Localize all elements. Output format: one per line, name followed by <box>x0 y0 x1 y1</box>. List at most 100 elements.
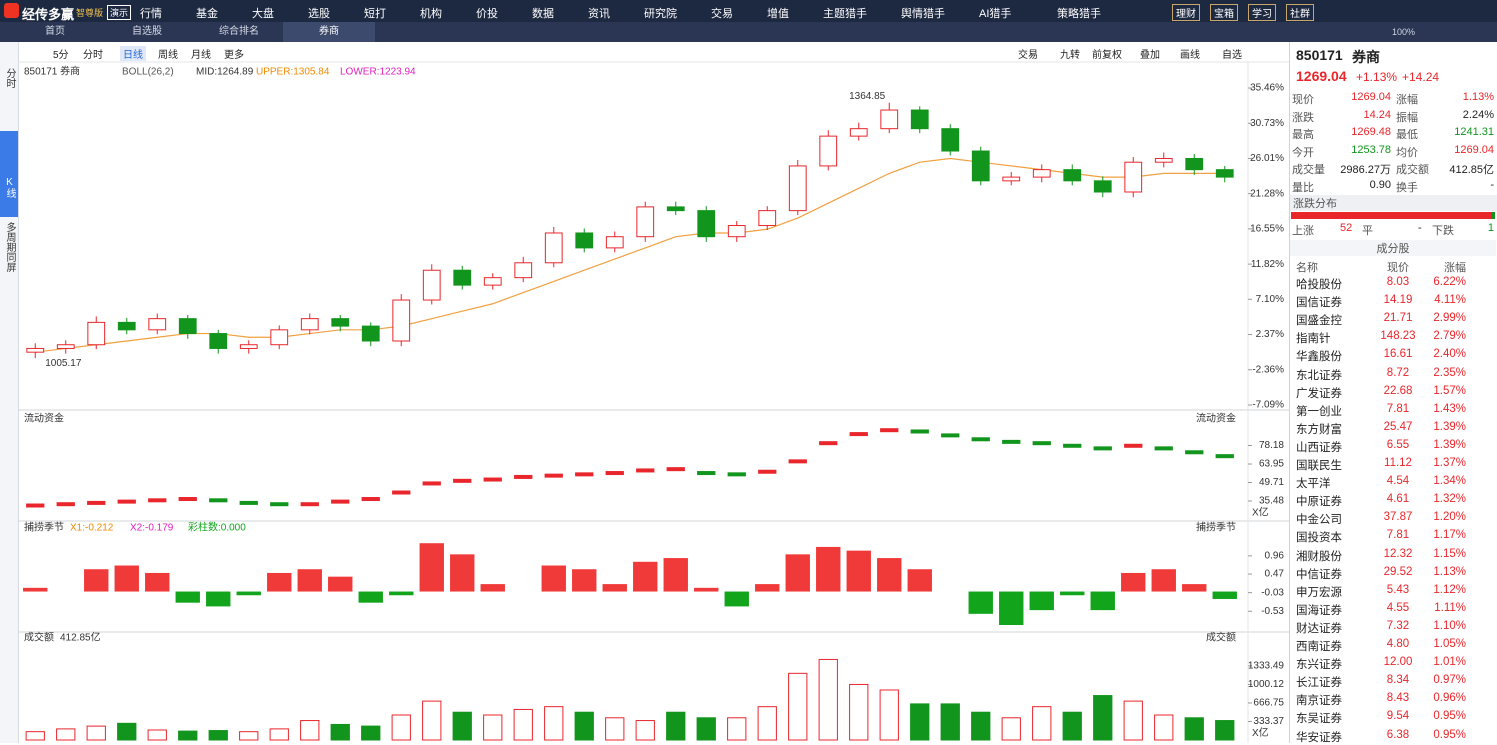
menu-item[interactable]: 基金 <box>196 8 218 20</box>
volume-bar <box>269 728 289 741</box>
cons-name[interactable]: 国盛金控 <box>1296 315 1342 328</box>
candle-body <box>1124 161 1143 193</box>
menu-item[interactable]: 行情 <box>140 8 162 20</box>
cons-price: 7.32 <box>1386 619 1410 632</box>
cons-name[interactable]: 山西证券 <box>1296 441 1342 454</box>
menu-item[interactable]: 选股 <box>308 8 330 20</box>
cons-name[interactable]: 湘财股份 <box>1296 550 1342 563</box>
tab[interactable]: 券商 <box>283 22 375 42</box>
cons-price: 25.47 <box>1383 420 1413 433</box>
toolbar-item[interactable]: 叠加 <box>1140 50 1160 61</box>
cons-name[interactable]: 西南证券 <box>1296 641 1342 653</box>
sidebar-tab[interactable]: 多周期同屏 <box>4 222 15 272</box>
cons-pct: 1.37% <box>1433 457 1466 469</box>
tool-button[interactable]: 宝箱 <box>1210 4 1238 21</box>
cons-name[interactable]: 中原证券 <box>1296 496 1342 509</box>
cons-price: 4.80 <box>1386 638 1410 650</box>
cons-name[interactable]: 南京证券 <box>1296 695 1342 708</box>
flow-mark <box>117 499 136 504</box>
menu-item[interactable]: 舆情猎手 <box>901 8 945 20</box>
period[interactable]: 5分 <box>53 50 69 61</box>
cons-name[interactable]: 东方财富 <box>1296 423 1342 436</box>
toolbar-item[interactable]: 前复权 <box>1092 50 1122 61</box>
cons-name[interactable]: 申万宏源 <box>1296 586 1342 599</box>
cons-name[interactable]: 财达证券 <box>1296 622 1342 635</box>
high-note: 1364.85 <box>849 91 886 102</box>
toolbar-item[interactable]: 画线 <box>1180 50 1200 61</box>
candle-body <box>1215 169 1234 178</box>
period[interactable]: 月线 <box>191 50 211 61</box>
y-tick-label: 2.37% <box>1256 329 1284 340</box>
cons-name[interactable]: 太平洋 <box>1296 478 1331 491</box>
up-count: 52 <box>1340 222 1353 234</box>
panel-title: 850171 券商 <box>24 65 80 78</box>
period[interactable]: 日线 <box>120 46 146 61</box>
cons-name[interactable]: 中金公司 <box>1296 514 1342 527</box>
flow-mark <box>26 503 45 508</box>
menu-item[interactable]: 数据 <box>532 8 554 20</box>
sidebar-tab[interactable]: 分时 <box>4 68 15 88</box>
volume-bar <box>300 720 320 741</box>
cons-name[interactable]: 哈投股份 <box>1296 279 1342 291</box>
period[interactable]: 分时 <box>83 50 103 61</box>
menu-item[interactable]: AI猎手 <box>979 8 1012 20</box>
tab[interactable]: 首页 <box>45 26 65 37</box>
cons-name[interactable]: 东吴证券 <box>1296 713 1342 726</box>
menu-item[interactable]: 研究院 <box>644 8 677 20</box>
menu-item[interactable]: 主题猎手 <box>823 8 867 20</box>
upper-label: UPPER:1305.84 <box>256 67 330 78</box>
menu-item[interactable]: 交易 <box>711 8 733 20</box>
menu-item[interactable]: 价投 <box>476 8 498 20</box>
menu-item[interactable]: 增值 <box>767 8 789 20</box>
cons-name[interactable]: 华鑫股份 <box>1296 351 1342 364</box>
down-count: 1 <box>1487 222 1494 234</box>
tool-button[interactable]: 理财 <box>1172 4 1200 21</box>
panel-title-right: 成交额 <box>1206 631 1236 644</box>
cons-price: 6.55 <box>1386 438 1410 451</box>
cons-name[interactable]: 第一创业 <box>1296 405 1342 418</box>
toolbar-item[interactable]: 九转 <box>1060 50 1080 61</box>
volume-bar <box>452 711 472 741</box>
menu-item[interactable]: 短打 <box>364 8 386 20</box>
down-label: 下跌 <box>1432 225 1454 237</box>
osc-bar <box>419 543 444 592</box>
menu-item[interactable]: 大盘 <box>252 8 274 20</box>
cons-name[interactable]: 华安证券 <box>1296 731 1342 744</box>
y-tick-label: 1333.49 <box>1248 661 1285 672</box>
tab[interactable]: 综合排名 <box>219 26 259 37</box>
cons-name[interactable]: 国投资本 <box>1296 532 1342 545</box>
cons-pct: 1.39% <box>1433 438 1466 451</box>
period[interactable]: 更多 <box>224 50 244 61</box>
tool-button[interactable]: 学习 <box>1248 4 1276 21</box>
cons-name[interactable]: 国海证券 <box>1296 604 1342 617</box>
cons-name[interactable]: 中信证券 <box>1296 568 1342 581</box>
cons-name[interactable]: 国联民生 <box>1296 460 1342 472</box>
menu-item[interactable]: 机构 <box>420 8 442 20</box>
tab[interactable]: 自选股 <box>132 26 162 37</box>
menu-item[interactable]: 资讯 <box>588 8 610 20</box>
volume-bar <box>818 658 838 741</box>
tool-button[interactable]: 社群 <box>1286 4 1314 21</box>
cons-name[interactable]: 指南针 <box>1296 333 1331 346</box>
period[interactable]: 周线 <box>158 50 178 61</box>
candle-body <box>1154 157 1173 163</box>
field-value: 412.85亿 <box>1449 164 1494 176</box>
candle-body <box>1185 157 1204 171</box>
field-label: 最低 <box>1396 129 1418 141</box>
cons-name[interactable]: 国信证券 <box>1296 297 1342 310</box>
sidebar-tab[interactable]: K线 <box>0 131 18 217</box>
demo[interactable]: 演示 <box>107 5 132 20</box>
menu-item[interactable]: 策略猎手 <box>1057 8 1101 20</box>
cons-name[interactable]: 东北证券 <box>1296 369 1342 382</box>
osc-bar <box>206 591 231 607</box>
cons-name[interactable]: 东兴证券 <box>1296 659 1342 672</box>
toolbar-item[interactable]: 交易 <box>1018 50 1038 61</box>
cons-name[interactable]: 长江证券 <box>1296 677 1342 690</box>
y-tick-label: 16.55% <box>1250 224 1284 235</box>
flow-mark <box>788 459 807 464</box>
osc-label: X2:-0.179 <box>130 523 174 534</box>
toolbar-item[interactable]: 自选 <box>1222 50 1242 61</box>
osc-bar <box>877 558 902 592</box>
cons-price: 37.87 <box>1383 511 1413 524</box>
cons-name[interactable]: 广发证券 <box>1296 387 1342 400</box>
